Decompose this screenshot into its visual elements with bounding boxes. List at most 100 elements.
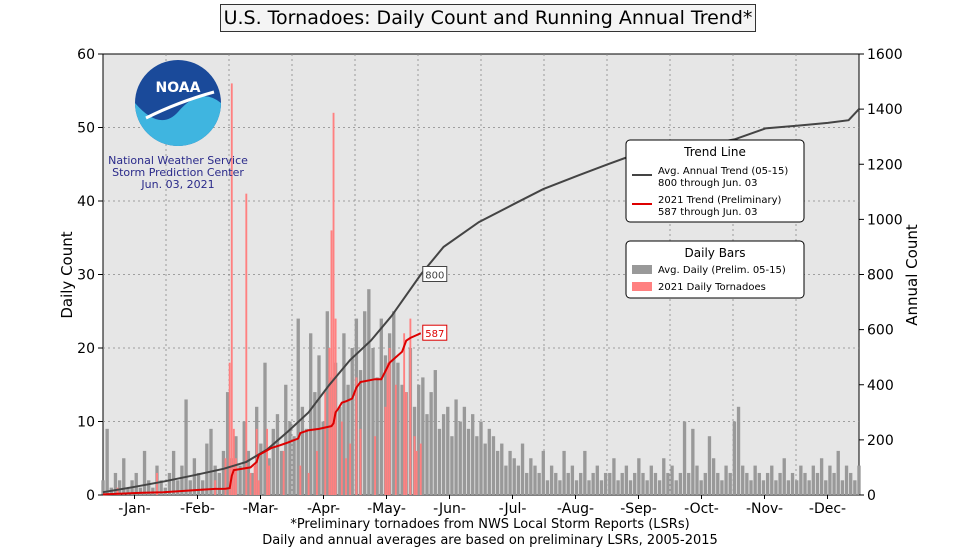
- daily-bar: [516, 465, 521, 495]
- daily-bar: [224, 458, 227, 495]
- daily-bar: [117, 480, 122, 495]
- daily-bar: [271, 428, 275, 495]
- daily-bar: [691, 428, 695, 495]
- daily-bar: [736, 406, 741, 495]
- daily-bar: [374, 436, 377, 495]
- legend-bars-avg-label: Avg. Daily (Prelim. 05-15): [658, 265, 786, 276]
- daily-bar: [355, 377, 358, 495]
- daily-bar: [566, 472, 570, 495]
- daily-bar: [741, 465, 745, 495]
- daily-bar: [242, 421, 246, 495]
- annotation-label: 800: [425, 271, 444, 282]
- y-tick-label: 10: [77, 415, 95, 431]
- y-tick-label: 50: [77, 121, 95, 137]
- daily-bar: [126, 487, 130, 495]
- daily-bar: [720, 480, 724, 495]
- daily-bar: [828, 465, 832, 495]
- daily-bar: [807, 480, 811, 495]
- daily-bar: [417, 384, 421, 495]
- daily-bar: [466, 428, 471, 495]
- daily-bar: [296, 318, 300, 495]
- daily-bar: [803, 472, 807, 495]
- daily-bar: [359, 428, 362, 495]
- daily-bar: [454, 399, 458, 495]
- daily-bar: [192, 458, 197, 495]
- daily-bar: [491, 436, 496, 495]
- daily-bar: [512, 458, 516, 495]
- daily-bar: [811, 465, 815, 495]
- daily-bar: [479, 421, 483, 495]
- daily-bar: [711, 458, 716, 495]
- daily-bar: [238, 465, 242, 495]
- daily-bar: [232, 428, 235, 495]
- daily-bar: [707, 436, 712, 495]
- daily-bar: [332, 112, 335, 496]
- footnote-1: *Preliminary tornadoes from NWS Local St…: [290, 517, 690, 532]
- daily-bar: [558, 480, 562, 495]
- month-label: -Dec-: [809, 501, 846, 517]
- daily-bar: [595, 465, 599, 495]
- daily-bar: [379, 318, 383, 495]
- daily-bar: [350, 348, 354, 495]
- daily-bar: [533, 465, 537, 495]
- daily-bar: [346, 384, 350, 495]
- trend-annotations: 800 587: [422, 266, 448, 341]
- daily-bar: [483, 443, 487, 495]
- daily-bar: [529, 458, 533, 495]
- month-label: -Apr-: [307, 501, 340, 517]
- daily-bar: [156, 472, 158, 495]
- daily-bar: [113, 472, 118, 495]
- daily-bar: [384, 406, 387, 495]
- daily-bar: [392, 311, 396, 495]
- daily-bar: [699, 480, 703, 495]
- daily-bar: [840, 480, 845, 495]
- daily-bar: [778, 472, 782, 495]
- y2-tick-label: 200: [867, 433, 894, 449]
- daily-bar: [645, 480, 649, 495]
- daily-bar: [487, 428, 491, 495]
- daily-bar: [325, 311, 329, 495]
- daily-bar: [425, 414, 429, 495]
- daily-bars-2021: [116, 83, 422, 496]
- daily-bar: [591, 472, 595, 495]
- daily-bar: [268, 465, 271, 495]
- daily-bar: [405, 392, 408, 495]
- daily-bar: [342, 333, 346, 495]
- daily-bar: [313, 392, 317, 495]
- y2-tick-label: 400: [867, 378, 894, 394]
- daily-bar: [105, 428, 109, 495]
- daily-bar: [653, 472, 658, 495]
- daily-bar: [815, 472, 820, 495]
- y-tick-label: 60: [77, 47, 95, 63]
- month-label: -Sep-: [620, 501, 657, 517]
- daily-bar: [338, 406, 342, 495]
- logo-caption-3: Jun. 03, 2021: [140, 178, 214, 191]
- daily-bar: [495, 450, 500, 495]
- daily-bar: [774, 480, 778, 495]
- daily-bar: [732, 421, 737, 495]
- daily-bar: [396, 362, 400, 495]
- noaa-logo: NOAA: [135, 60, 221, 146]
- daily-bar: [574, 480, 579, 495]
- month-label: -Jan-: [118, 501, 150, 517]
- y-tick-label: 40: [77, 194, 95, 210]
- daily-bar: [849, 472, 853, 495]
- daily-bar: [603, 472, 608, 495]
- daily-bar: [695, 465, 699, 495]
- daily-bar: [394, 384, 397, 495]
- y2-axis-label: Annual Count: [903, 224, 921, 326]
- daily-bar: [167, 472, 172, 495]
- y2-tick-label: 1600: [867, 47, 903, 63]
- legend-trend-2021-label: 2021 Trend (Preliminary): [658, 195, 782, 206]
- daily-bar: [230, 83, 233, 496]
- month-label: -Jul-: [499, 501, 527, 517]
- daily-bar: [616, 480, 620, 495]
- daily-bar: [292, 436, 296, 495]
- daily-bar: [234, 458, 237, 495]
- trend-line: [102, 108, 860, 494]
- daily-bar: [328, 348, 331, 495]
- daily-bar: [520, 443, 525, 495]
- month-label: -Oct-: [684, 501, 719, 517]
- daily-bar: [386, 362, 389, 495]
